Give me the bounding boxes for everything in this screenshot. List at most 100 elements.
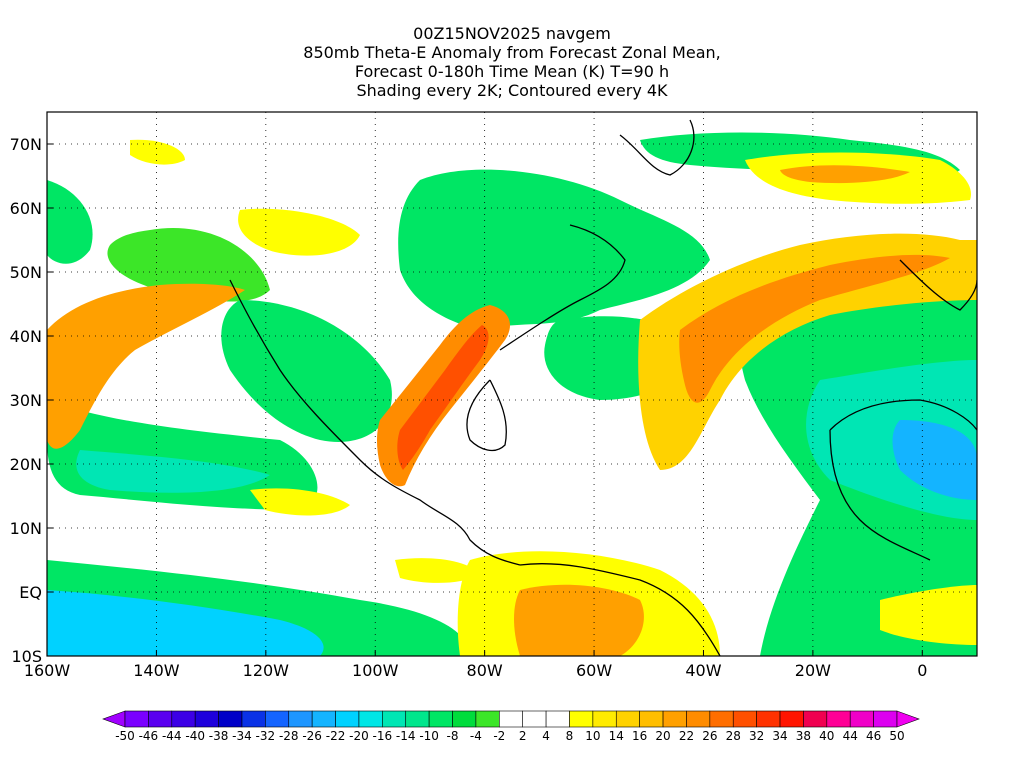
colorbar-swatch [873, 710, 898, 728]
latitude-axis: 70N 60N 50N 40N 30N 20N 10N EQ 10S [10, 135, 53, 666]
anomaly-shading [47, 132, 977, 656]
colorbar-swatch [639, 710, 664, 728]
coastlines [229, 119, 977, 656]
colorbar-label: -14 [396, 729, 416, 743]
colorbar-label: -40 [185, 729, 205, 743]
colorbar-label: 20 [655, 729, 670, 743]
colorbar-swatch [358, 710, 383, 728]
title-line-shading: Shading every 2K; Contoured every 4K [356, 81, 668, 100]
greenland-coast [619, 119, 695, 176]
colorbar-label: 26 [702, 729, 717, 743]
anomaly-region [880, 585, 977, 645]
lon-tick-label: 140W [133, 661, 180, 680]
colorbar-label: 40 [819, 729, 834, 743]
colorbar-label: 8 [566, 729, 574, 743]
colorbar-swatch [756, 710, 781, 728]
anomaly-region [892, 420, 977, 500]
colorbar-label: -46 [139, 729, 159, 743]
colorbar-swatch [709, 710, 734, 728]
colorbar-label: -22 [326, 729, 346, 743]
anomaly-region [107, 228, 270, 302]
colorbar-swatch [826, 710, 851, 728]
colorbar-label: -44 [162, 729, 182, 743]
colorbar-label: 16 [632, 729, 647, 743]
title-line-forecast: Forecast 0-180h Time Mean (K) T=90 h [354, 62, 670, 81]
colorbar-label: -50 [115, 729, 135, 743]
colorbar-label: 2 [519, 729, 527, 743]
colorbar-swatch [241, 710, 266, 728]
colorbar-high-arrow [896, 710, 920, 728]
anomaly-region [47, 180, 93, 264]
plot-title: 00Z15NOV2025 navgem 850mb Theta-E Anomal… [0, 24, 1024, 100]
colorbar-label: -4 [470, 729, 482, 743]
africa-coast [829, 399, 977, 561]
colorbar-label: -10 [419, 729, 439, 743]
colorbar-swatch [779, 710, 804, 728]
anomaly-region [250, 488, 350, 516]
colorbar-swatch [265, 710, 290, 728]
anomaly-region [47, 590, 324, 656]
lat-tick-label: 30N [10, 391, 42, 410]
lat-tick-label: 70N [10, 135, 42, 154]
anomaly-region [397, 325, 489, 470]
colorbar-label: 28 [726, 729, 741, 743]
colorbar-label: -38 [209, 729, 229, 743]
lat-tick-label: 10N [10, 519, 42, 538]
colorbar-label: -16 [373, 729, 393, 743]
title-line-run: 00Z15NOV2025 navgem [413, 24, 611, 43]
colorbar-swatch [428, 710, 453, 728]
colorbar-swatch [218, 710, 243, 728]
colorbar-swatch [288, 710, 313, 728]
lon-tick-label: 100W [352, 661, 399, 680]
colorbar-label: 46 [866, 729, 881, 743]
anomaly-region [221, 300, 392, 442]
lat-tick-label: EQ [19, 583, 42, 602]
lon-tick-label: 160W [24, 661, 71, 680]
colorbar-swatch [499, 710, 523, 728]
colorbar-label: -2 [493, 729, 505, 743]
colorbar-swatch [405, 710, 430, 728]
lon-tick-label: 40W [685, 661, 721, 680]
lat-tick-label: 50N [10, 263, 42, 282]
lat-tick-label: 20N [10, 455, 42, 474]
colorbar: -50 -46 -44 -40 -38 -34 -32 -28 -26 -22 -20 -16 -14-… [102, 710, 920, 743]
anomaly-region [76, 450, 270, 493]
colorbar-swatch [522, 710, 547, 728]
colorbar-label: 10 [585, 729, 600, 743]
lon-tick-label: 0 [917, 661, 927, 680]
lat-tick-label: 10S [11, 647, 42, 666]
colorbar-swatch [592, 710, 617, 728]
colorbar-label: -26 [302, 729, 322, 743]
colorbar-swatch [569, 710, 594, 728]
colorbar-label: -32 [256, 729, 276, 743]
colorbar-label: 38 [796, 729, 811, 743]
colorbar-swatch [545, 710, 570, 728]
lon-tick-label: 60W [576, 661, 612, 680]
colorbar-swatch [124, 710, 149, 728]
map-frame [46, 111, 978, 657]
anomaly-region [638, 233, 977, 470]
colorbar-swatch [732, 710, 757, 728]
colorbar-label: -8 [447, 729, 459, 743]
europe-coast [899, 259, 977, 311]
anomaly-region [398, 169, 710, 330]
anomaly-region [679, 254, 950, 403]
colorbar-label: 50 [889, 729, 904, 743]
colorbar-label: 32 [749, 729, 764, 743]
colorbar-label: 14 [609, 729, 624, 743]
north-america-coast [229, 279, 521, 566]
anomaly-region [395, 558, 480, 583]
lat-tick-label: 60N [10, 199, 42, 218]
colorbar-label: -20 [349, 729, 369, 743]
colorbar-swatch [662, 710, 687, 728]
lon-tick-label: 80W [467, 661, 503, 680]
longitude-axis: 160W 140W 120W 100W 80W 60W 40W 20W 0 [24, 650, 927, 680]
colorbar-swatch [475, 710, 500, 728]
colorbar-swatch [452, 710, 477, 728]
colorbar-label: -34 [232, 729, 252, 743]
colorbar-swatch [311, 710, 336, 728]
colorbar-label: 22 [679, 729, 694, 743]
colorbar-swatch [803, 710, 828, 728]
north-america-coast [466, 379, 507, 452]
